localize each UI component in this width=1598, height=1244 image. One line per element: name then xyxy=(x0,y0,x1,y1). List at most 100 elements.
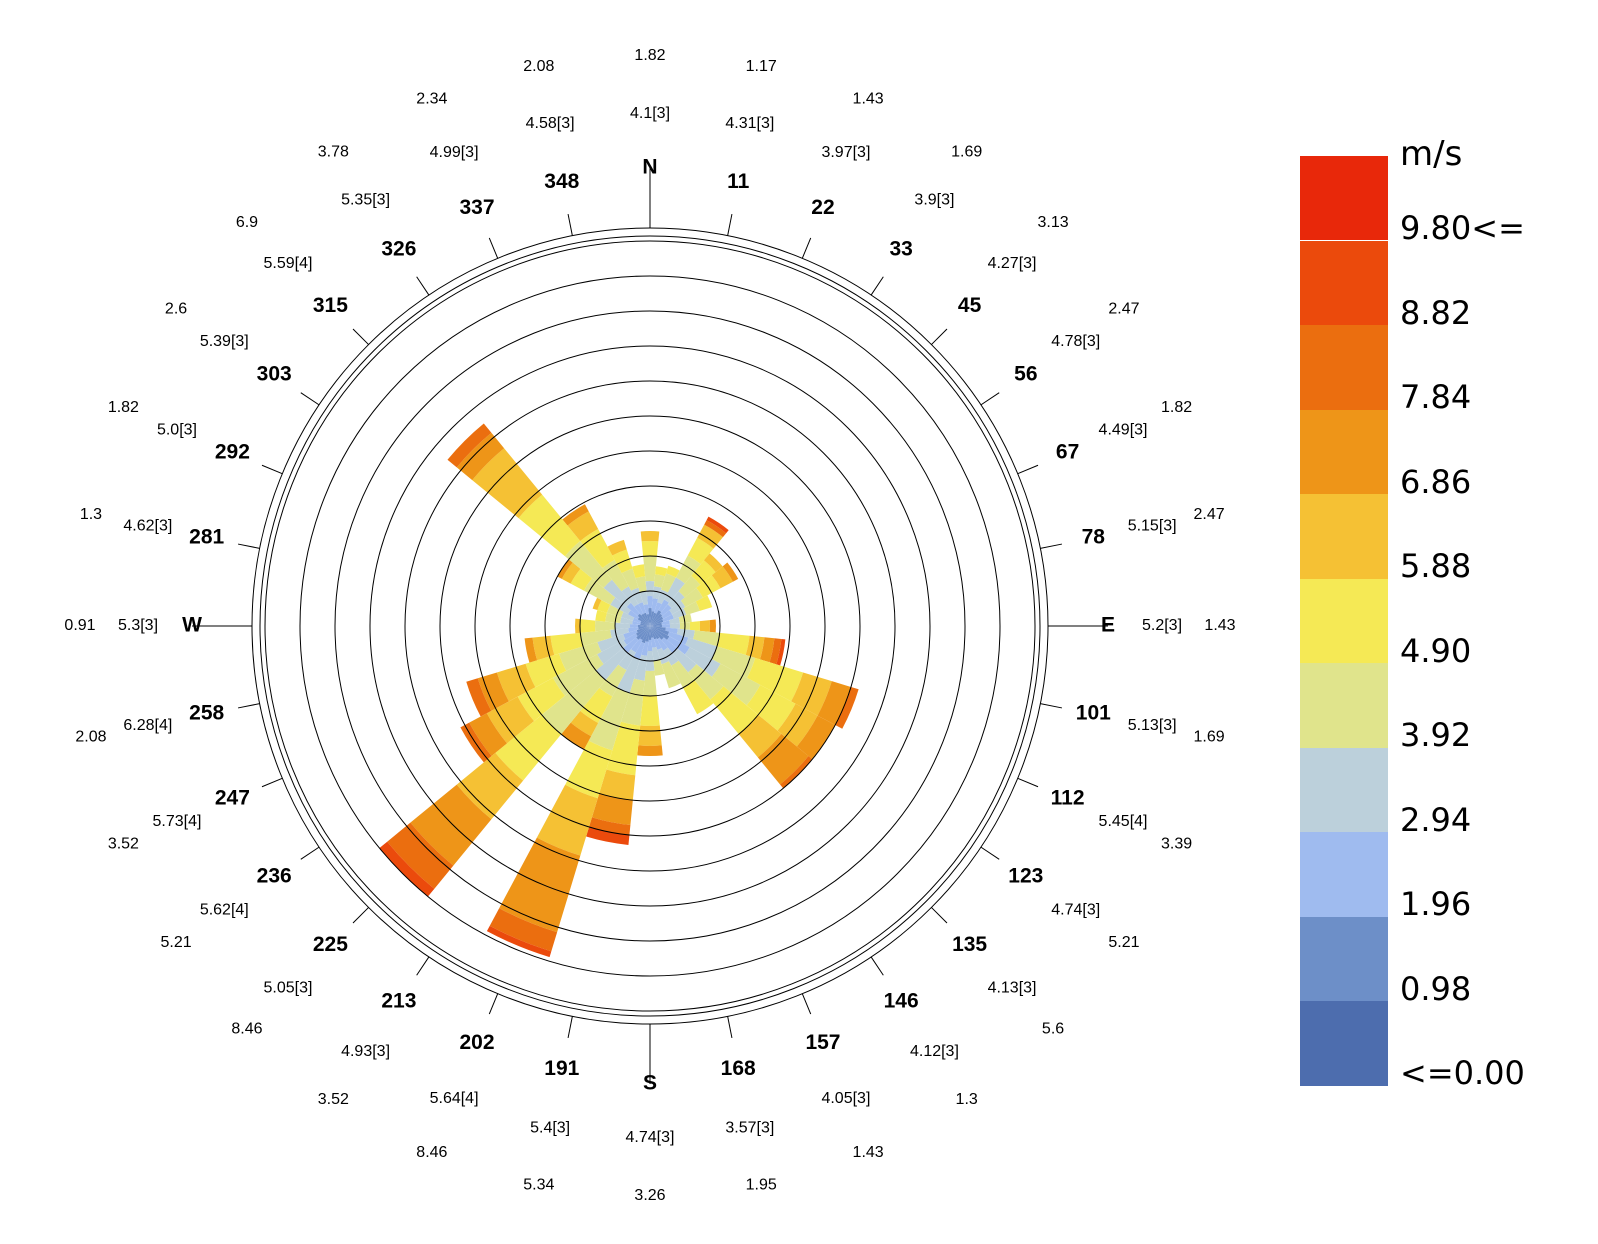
legend-swatch-5 xyxy=(1300,578,1388,663)
wedge-segment-112-6 xyxy=(817,681,851,725)
wedge-segment-78-1 xyxy=(661,620,670,625)
legend-label-0: 9.80<= xyxy=(1400,209,1525,247)
wedge-segment-56-1 xyxy=(661,610,673,619)
wedge-segment-135-7 xyxy=(780,756,813,789)
wedge-segment-101-6 xyxy=(760,637,775,663)
wedge-segment-236-4 xyxy=(517,677,565,722)
wedge-segment-303-1 xyxy=(627,610,640,620)
wedge-segment-11-3 xyxy=(653,574,666,588)
grid-ring xyxy=(299,275,1001,977)
wedge-segment-W-5 xyxy=(575,618,581,634)
wedge-segment-225-4 xyxy=(495,714,562,781)
legend-swatch-6 xyxy=(1300,663,1388,748)
direction-label-45: 45 xyxy=(958,294,982,317)
legend-swatch-7 xyxy=(1300,747,1388,832)
frequency-label-E: 1.43 xyxy=(1204,617,1235,634)
wedge-segment-191-1 xyxy=(641,641,649,656)
wedge-segment-225-3 xyxy=(541,670,606,735)
wedge-segment-45-5 xyxy=(703,553,723,573)
wedge-segment-168-3 xyxy=(653,659,665,676)
wedge-segment-101-8 xyxy=(776,638,786,666)
wedge-segment-N-2 xyxy=(645,581,655,597)
wedge-segment-S-4 xyxy=(640,695,660,727)
frequency-label-123: 5.21 xyxy=(1108,934,1139,951)
wedge-segment-33-4 xyxy=(687,537,714,565)
wedge-segment-292-1 xyxy=(632,617,642,624)
wedge-segment-303-4 xyxy=(570,568,593,591)
frequency-label-11: 1.17 xyxy=(746,58,777,75)
wedge-segment-11-0 xyxy=(650,611,655,626)
wedge-segment-67-2 xyxy=(672,608,687,619)
wedge-segment-225-7 xyxy=(387,822,454,889)
mean-speed-label-247: 5.73[4] xyxy=(153,813,202,830)
wedge-segment-56-5 xyxy=(711,566,733,589)
grid-ring xyxy=(404,380,896,872)
wedge-segment-22-1 xyxy=(654,602,662,614)
wedge-segment-123-4 xyxy=(746,684,796,731)
direction-tick-56 xyxy=(980,392,1000,406)
wedge-segment-67-4 xyxy=(695,595,713,611)
legend-label-5: 4.90 xyxy=(1400,631,1472,670)
mean-speed-label-S: 4.74[3] xyxy=(626,1129,675,1146)
direction-tick-281 xyxy=(237,543,260,549)
wedge-segment-101-0 xyxy=(650,626,666,631)
wedge-segment-45-3 xyxy=(678,575,701,598)
wedge-segment-56-3 xyxy=(680,587,703,608)
wedge-segment-202-6 xyxy=(499,837,581,933)
wedge-segment-315-4 xyxy=(518,494,581,557)
mean-speed-label-33: 3.9[3] xyxy=(914,192,954,209)
wedge-segment-45-4 xyxy=(691,560,716,585)
wedge-segment-112-4 xyxy=(747,657,804,702)
wedge-segment-135-5 xyxy=(738,714,782,758)
direction-tick-191 xyxy=(567,1016,573,1039)
wedge-segment-22-4 xyxy=(665,565,680,578)
wedge-segment-W-1 xyxy=(630,624,639,628)
wedge-segment-303-0 xyxy=(637,617,650,626)
mean-speed-label-101: 5.13[3] xyxy=(1128,717,1177,734)
wedge-segment-337-2 xyxy=(631,587,643,604)
frequency-label-326: 3.78 xyxy=(318,143,349,160)
wedge-segment-281-2 xyxy=(620,617,633,625)
wedge-segment-W-3 xyxy=(594,620,616,632)
wedge-segment-S-6 xyxy=(637,745,663,757)
wedge-segment-146-4 xyxy=(682,680,714,715)
direction-tick-213 xyxy=(416,956,430,976)
frequency-label-157: 1.43 xyxy=(853,1144,884,1161)
wedge-segment-101-4 xyxy=(716,632,750,656)
direction-tick-258 xyxy=(237,703,260,709)
mean-speed-label-146: 4.12[3] xyxy=(910,1043,959,1060)
wedge-segment-191-0 xyxy=(645,626,650,642)
wedge-segment-E-1 xyxy=(661,624,670,628)
wedge-segment-N-3 xyxy=(643,556,657,582)
wedge-segment-247-4 xyxy=(525,653,567,688)
direction-tick-225 xyxy=(352,907,369,924)
direction-tick-146 xyxy=(870,956,884,976)
frequency-label-202: 8.46 xyxy=(416,1144,447,1161)
wedge-segment-56-0 xyxy=(650,616,664,626)
wedge-segment-236-7 xyxy=(460,722,492,763)
wedge-segment-78-0 xyxy=(650,622,662,626)
wedge-segment-292-3 xyxy=(606,604,624,618)
wedge-segment-157-1 xyxy=(654,638,662,650)
frequency-label-56: 2.47 xyxy=(1108,301,1139,318)
direction-tick-45 xyxy=(931,328,948,345)
wedge-segment-123-3 xyxy=(711,663,761,706)
direction-label-N: N xyxy=(642,156,657,179)
wedge-segment-78-3 xyxy=(678,613,692,624)
wedge-segment-225-8 xyxy=(379,841,435,897)
legend-swatch-1 xyxy=(1300,240,1388,325)
wedge-segment-348-2 xyxy=(639,591,648,605)
legend-label-4: 5.88 xyxy=(1400,547,1472,585)
mean-speed-label-326: 5.35[3] xyxy=(341,192,390,209)
mean-speed-label-315: 5.59[4] xyxy=(263,255,312,272)
mean-speed-label-22: 3.97[3] xyxy=(821,144,870,161)
wedge-segment-303-6 xyxy=(557,559,573,579)
wedge-segment-337-1 xyxy=(638,602,646,614)
direction-tick-292 xyxy=(261,464,283,475)
wedge-segment-315-1 xyxy=(626,602,640,616)
wedge-segment-247-7 xyxy=(466,678,492,717)
direction-label-168: 168 xyxy=(721,1057,756,1080)
direction-label-157: 157 xyxy=(805,1031,840,1054)
wedge-segment-22-3 xyxy=(661,573,676,593)
wedge-segment-22-2 xyxy=(657,589,668,604)
